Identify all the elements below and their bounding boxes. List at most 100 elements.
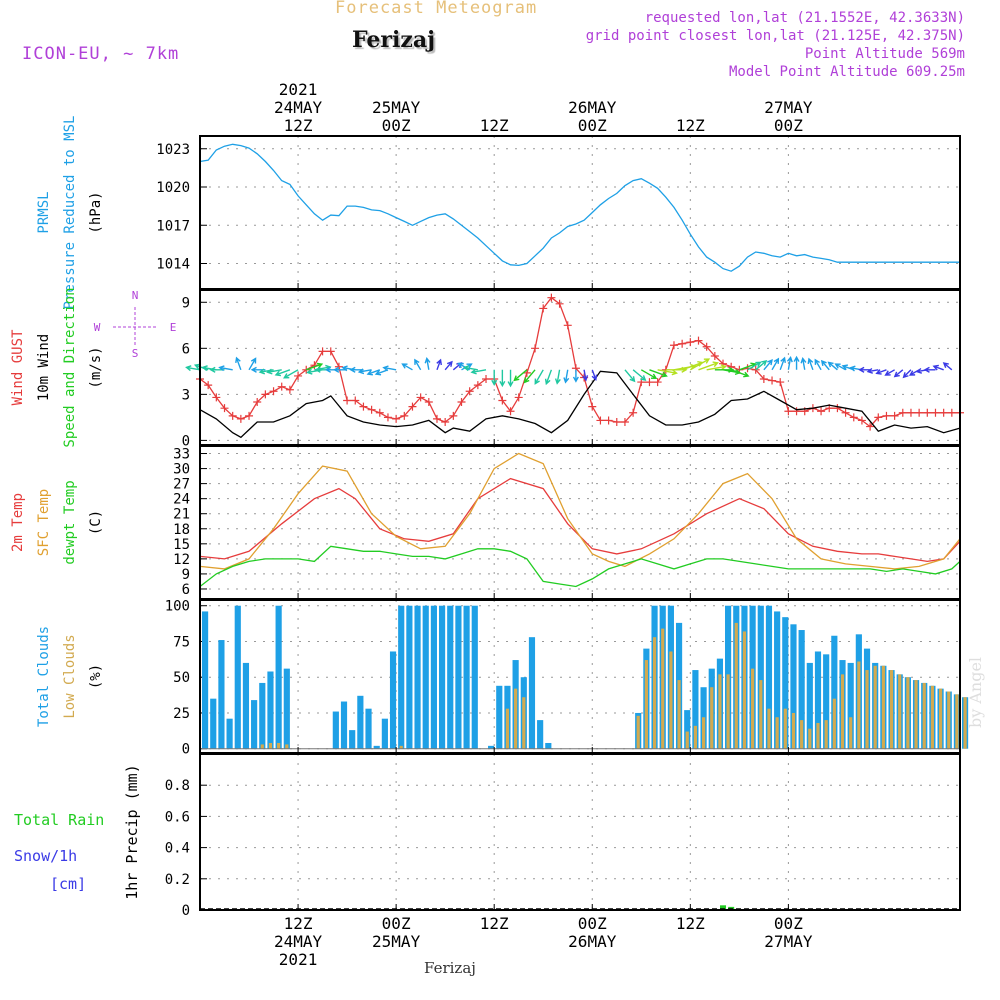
gust-marker (473, 381, 482, 390)
gust-marker (653, 378, 662, 387)
total-cloud-bar (210, 698, 217, 749)
gust-marker (694, 336, 703, 345)
gust-marker (792, 407, 801, 416)
panel-label: dewpt Temp (62, 480, 78, 564)
wind-arrow (513, 369, 528, 382)
total-cloud-bar (365, 708, 372, 749)
footer-station: Ferizaj (424, 959, 476, 977)
wind-arrow (274, 369, 291, 377)
gust-marker (898, 408, 907, 417)
time-label-bottom: 12Z (284, 914, 313, 933)
y-tick-label: 24 (173, 492, 190, 508)
wind-arrow (800, 357, 807, 370)
gust-marker (849, 413, 858, 422)
y-tick-label: 18 (173, 522, 190, 538)
wind-arrow (632, 369, 647, 381)
total-cloud-bar (488, 745, 495, 749)
total-cloud-bar (234, 605, 241, 749)
wind-arrow (572, 369, 579, 383)
wind-arrow (401, 363, 413, 371)
low-cloud-bar (898, 674, 902, 749)
gust-marker (514, 393, 523, 402)
total-cloud-bar (332, 711, 339, 749)
wind-arrow (893, 369, 904, 378)
total-cloud-bar (259, 682, 266, 749)
y-tick-label: 25 (173, 706, 190, 722)
gust-marker (882, 411, 891, 420)
total-cloud-bar (782, 617, 789, 749)
y-tick-label: 1020 (156, 180, 190, 196)
wind-arrow (491, 369, 498, 387)
y-tick-label: 6 (182, 341, 190, 357)
wind-arrow (357, 368, 372, 375)
total-cloud-bar (406, 605, 413, 749)
model-label: ICON-EU, ~ 7km (22, 44, 180, 64)
wind-arrow (866, 367, 879, 374)
panel-label: SFC Temp (36, 489, 52, 556)
time-label-top: 26MAY (568, 98, 617, 117)
panel-label: Speed and Direction (62, 287, 78, 447)
wind-arrow (755, 360, 768, 371)
total-cloud-bar (218, 640, 225, 749)
wind-arrow (414, 358, 422, 371)
wind-arrow (779, 356, 786, 371)
low-cloud-bar (718, 674, 722, 749)
panel-label: 2m Temp (10, 493, 26, 552)
gust-marker (915, 408, 924, 417)
time-label-bottom: 00Z (578, 914, 607, 933)
gust-marker (906, 408, 915, 417)
gust-marker (294, 371, 303, 380)
gust-marker (923, 408, 932, 417)
gust-marker (261, 390, 270, 399)
total-cloud-bar (373, 745, 380, 749)
wind-arrow (457, 362, 471, 371)
low-cloud-bar (693, 725, 697, 749)
low-cloud-bar (514, 688, 518, 749)
low-cloud-bar (669, 651, 673, 749)
y-tick-label: 0 (182, 433, 190, 449)
total-cloud-bar (389, 651, 397, 749)
wind-arrow (235, 356, 242, 371)
gust-marker (531, 344, 540, 353)
low-cloud-bar (701, 717, 706, 749)
y-tick-label: 21 (173, 507, 190, 523)
total-cloud-bar (757, 605, 764, 749)
wind-arrow (932, 364, 944, 371)
total-cloud-bar (267, 671, 274, 749)
wind-arrow (942, 362, 953, 371)
y-tick-label: 27 (173, 477, 190, 493)
gust-marker (441, 417, 450, 426)
wind-arrow (763, 359, 773, 371)
gust-marker (204, 381, 213, 390)
y-tick-label: 100 (165, 599, 190, 615)
gust-marker (236, 414, 245, 423)
gust-marker (776, 378, 785, 387)
low-cloud-bar (930, 685, 934, 749)
wind-arrow (248, 357, 257, 371)
panel-frame (199, 599, 961, 754)
wind-arrow (218, 365, 233, 372)
low-cloud-bar (857, 661, 861, 749)
time-label-top: 00Z (578, 116, 607, 135)
wind-arrow (591, 369, 598, 381)
gust-marker (669, 341, 678, 350)
low-cloud-bar (522, 697, 526, 749)
total-cloud-bar (226, 718, 233, 749)
low-cloud-bar (685, 731, 689, 749)
wind-arrow (374, 369, 389, 376)
gust-marker (596, 416, 605, 425)
wind-arrow (884, 369, 895, 376)
gust-marker (645, 378, 654, 387)
low-cloud-bar (260, 744, 264, 749)
total-cloud-bar (455, 605, 462, 749)
wind-arrow (730, 369, 750, 378)
total-cloud-bar (537, 720, 544, 749)
total-cloud-bar (251, 700, 258, 749)
gust-marker (285, 385, 294, 394)
total-cloud-bar (422, 605, 429, 749)
gust-marker (416, 393, 425, 402)
low-cloud-bar (873, 665, 877, 749)
y-tick-label: 50 (173, 670, 190, 686)
y-tick-label: 1023 (156, 142, 190, 158)
panel-label: Low Clouds (62, 634, 78, 718)
